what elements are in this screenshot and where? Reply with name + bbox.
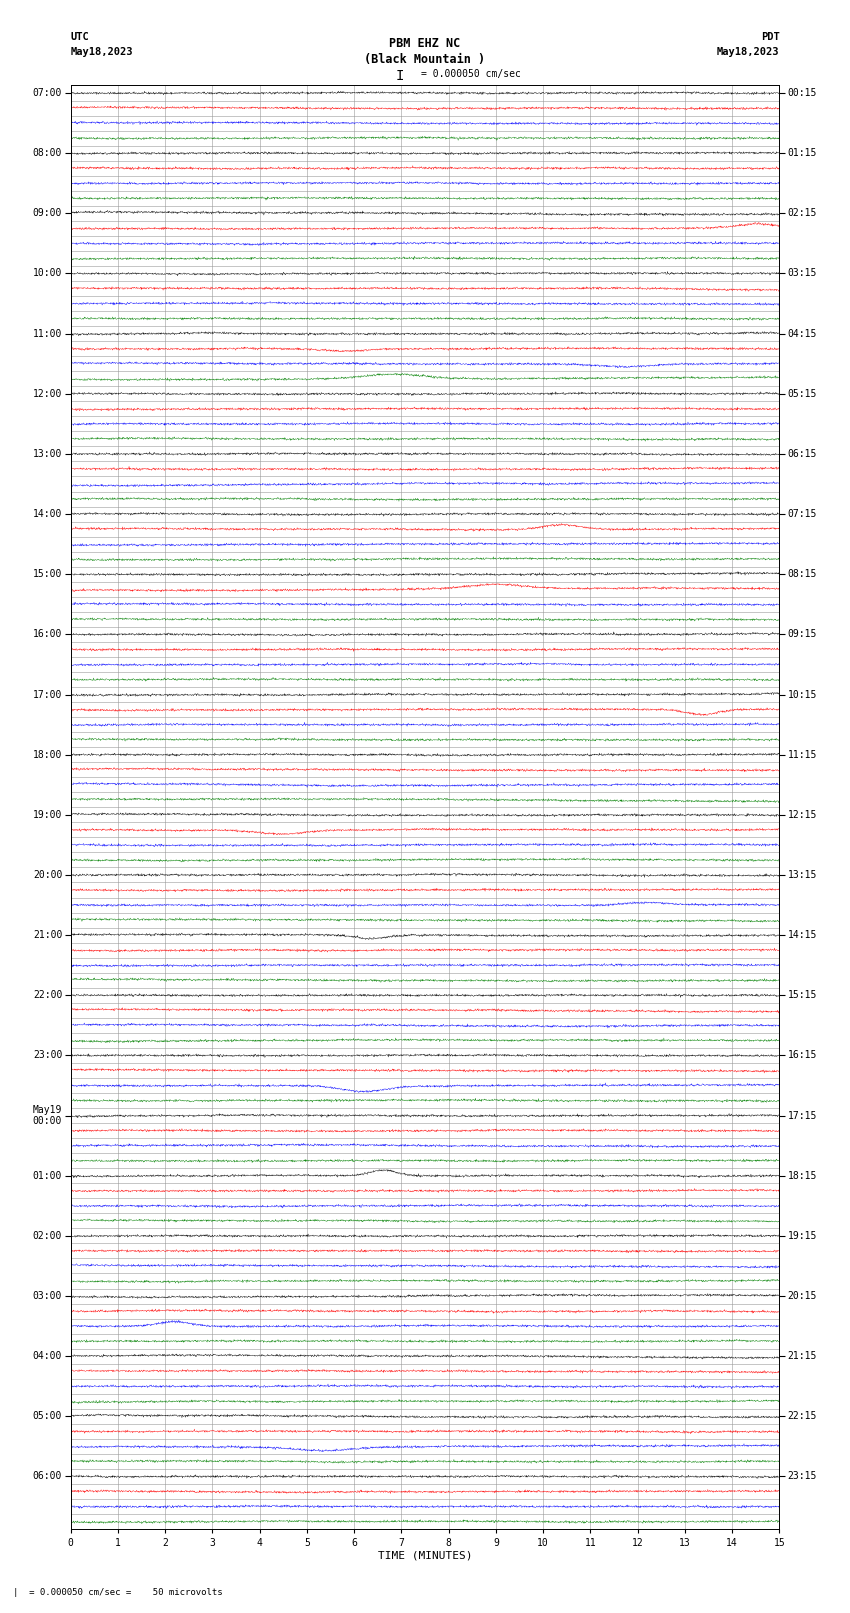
Text: I: I bbox=[395, 69, 404, 84]
Text: May18,2023: May18,2023 bbox=[71, 47, 133, 56]
Text: |  = 0.000050 cm/sec =    50 microvolts: | = 0.000050 cm/sec = 50 microvolts bbox=[13, 1587, 223, 1597]
Text: = 0.000050 cm/sec: = 0.000050 cm/sec bbox=[421, 69, 520, 79]
X-axis label: TIME (MINUTES): TIME (MINUTES) bbox=[377, 1552, 473, 1561]
Text: UTC: UTC bbox=[71, 32, 89, 42]
Text: PBM EHZ NC: PBM EHZ NC bbox=[389, 37, 461, 50]
Text: PDT: PDT bbox=[761, 32, 779, 42]
Text: (Black Mountain ): (Black Mountain ) bbox=[365, 53, 485, 66]
Text: May18,2023: May18,2023 bbox=[717, 47, 779, 56]
